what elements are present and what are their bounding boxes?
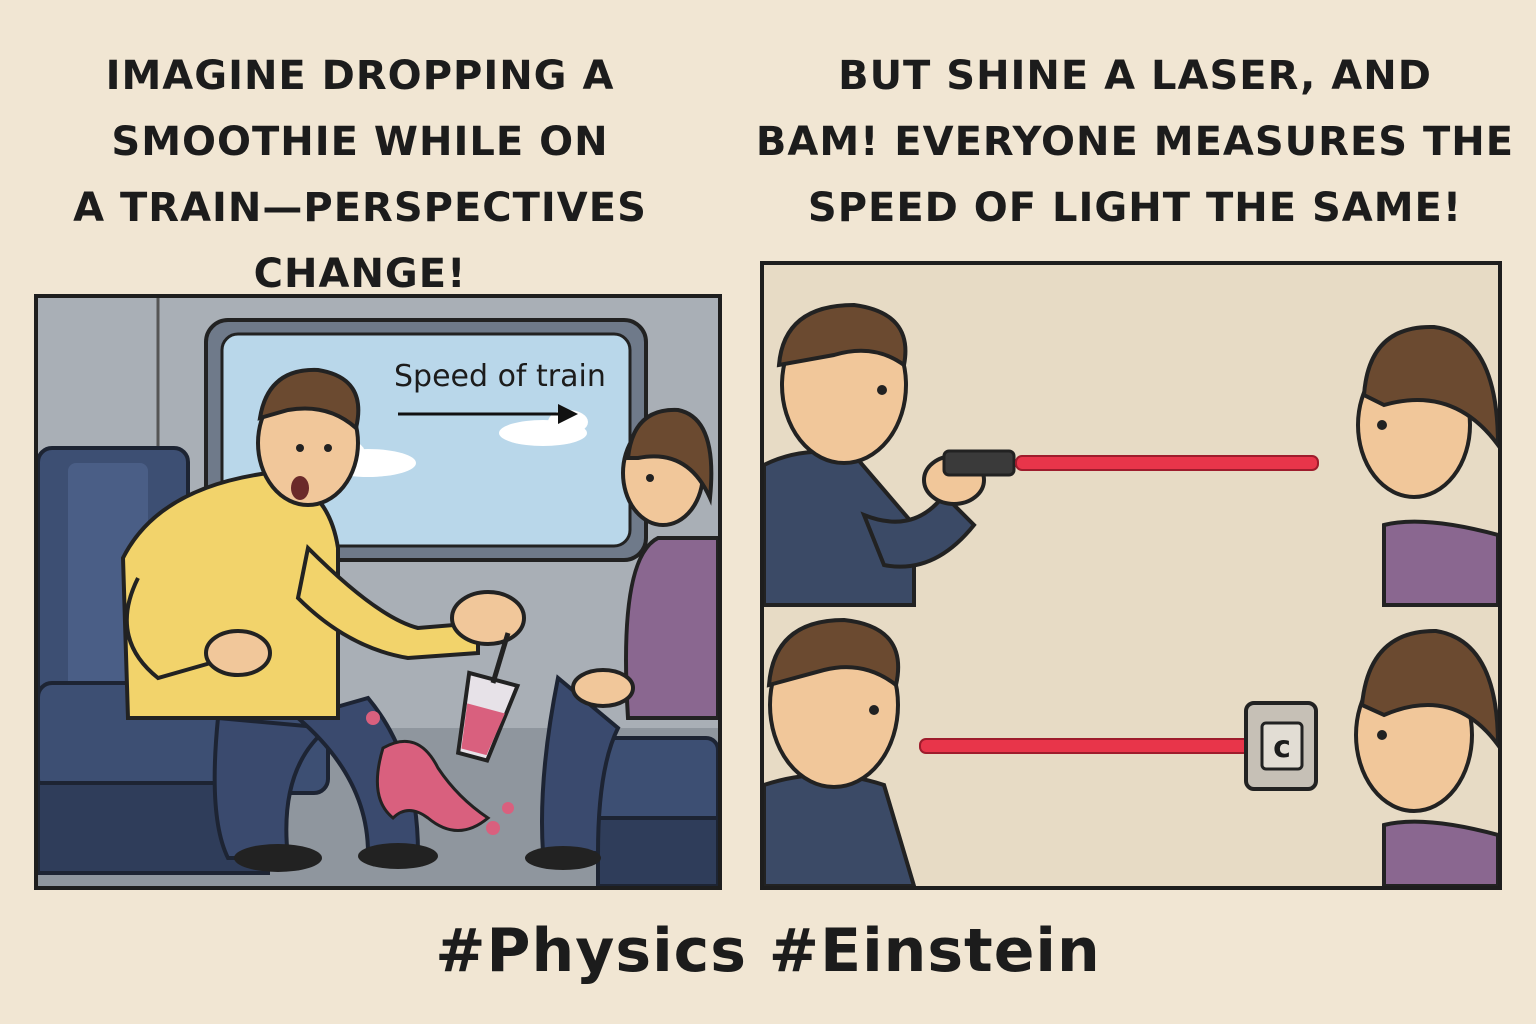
train-seat-right: [581, 736, 718, 886]
laser-beam-bottom: [919, 738, 1261, 754]
man-observer-bottom: [764, 617, 917, 886]
smoothie-cup-icon: [455, 632, 521, 763]
caption-left: IMAGINE DROPPING A SMOOTHIE WHILE ON A T…: [40, 43, 680, 307]
caption-right-line: BUT SHINE A LASER, AND: [838, 53, 1432, 99]
caption-left-line: CHANGE!: [253, 251, 467, 297]
laser-beam-top: [1015, 455, 1319, 471]
woman-observer-bottom: [1354, 628, 1498, 886]
hashtags: #Physics #Einstein: [435, 916, 1101, 986]
window-speed-label: Speed of train: [394, 359, 606, 394]
woman-purple-shirt: [525, 407, 718, 870]
comic-panel-train: Speed of train: [34, 294, 722, 890]
caption-left-line: IMAGINE DROPPING A: [105, 53, 615, 99]
caption-left-line: SMOOTHIE WHILE ON: [111, 119, 609, 165]
man-yellow-shirt: [120, 367, 526, 872]
detector-label: c: [1273, 730, 1291, 765]
smoothie-splash: [366, 711, 514, 835]
train-scene-illustration: Speed of train: [38, 298, 718, 886]
arrow-right-icon: [558, 404, 578, 424]
woman-observer-top: [1356, 324, 1498, 607]
speed-detector: c: [1244, 701, 1318, 791]
laser-pointer-icon: [942, 449, 1016, 477]
hand-icon: [450, 590, 526, 646]
caption-left-line: A TRAIN—PERSPECTIVES: [73, 185, 647, 231]
caption-right-line: SPEED OF LIGHT THE SAME!: [807, 185, 1463, 231]
comic-panel-laser: c: [760, 261, 1502, 890]
man-with-laser: [764, 302, 1016, 607]
laser-scene-illustration: c: [764, 265, 1498, 886]
caption-right-line: BAM! EVERYONE MEASURES THE: [755, 119, 1515, 165]
caption-right: BUT SHINE A LASER, AND BAM! EVERYONE MEA…: [745, 43, 1525, 241]
